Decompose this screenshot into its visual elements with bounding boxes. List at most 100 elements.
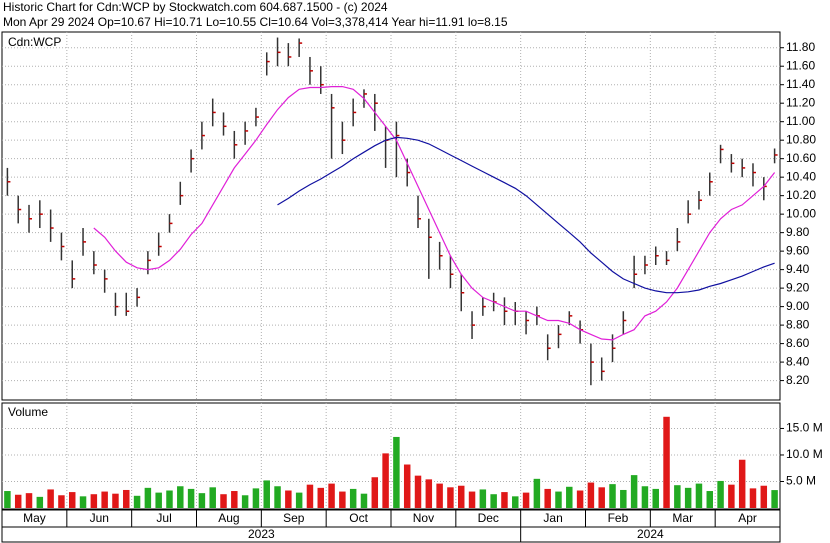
y2-tick-label: 10.0 M <box>786 447 823 461</box>
volume-bar <box>187 488 195 508</box>
volume-bar <box>414 475 422 508</box>
volume-bar <box>166 490 173 508</box>
volume-bar <box>382 453 389 508</box>
volume-bar <box>177 486 184 508</box>
volume-bar <box>749 488 757 508</box>
moving-average <box>277 136 775 294</box>
volume-bar <box>587 482 595 508</box>
y-tick-label: 9.20 <box>786 280 810 294</box>
volume-bar <box>112 493 119 508</box>
volume-bar <box>512 496 519 508</box>
volume-bar <box>90 494 98 508</box>
volume-bar <box>79 496 87 508</box>
volume-bar <box>47 489 54 508</box>
volume-bar <box>144 487 152 508</box>
volume-bar <box>252 488 260 508</box>
volume-bar <box>695 483 703 508</box>
year-label: 2024 <box>637 527 664 541</box>
volume-bar <box>609 484 616 508</box>
volume-bar <box>198 493 206 508</box>
volume-bar <box>133 495 141 508</box>
volume-bar <box>349 488 357 508</box>
volume-bar <box>544 488 551 508</box>
volume-bar <box>241 495 249 508</box>
y2-tick-label: 15.0 M <box>786 421 823 435</box>
y-tick-label: 10.00 <box>786 206 816 220</box>
volume-bar <box>663 416 670 508</box>
volume-bar <box>674 485 681 508</box>
y-tick-label: 8.80 <box>786 317 810 331</box>
volume-bar <box>468 491 476 508</box>
volume-bar <box>738 459 746 508</box>
volume-bar <box>652 488 659 508</box>
y2-tick-label: 5.0 M <box>786 474 816 488</box>
volume-bar <box>123 489 130 508</box>
y-tick-label: 10.20 <box>786 188 816 202</box>
volume-bar <box>317 487 325 508</box>
y-tick-label: 10.40 <box>786 169 816 183</box>
y-tick-label: 11.40 <box>786 77 815 91</box>
y-tick-label: 9.60 <box>786 243 810 257</box>
volume-bar <box>295 492 303 508</box>
volume-bar <box>360 493 368 508</box>
y-tick-label: 11.20 <box>786 95 815 109</box>
month-label: May <box>23 511 46 525</box>
month-label: Jan <box>543 511 562 525</box>
y-tick-label: 11.60 <box>786 58 815 72</box>
chart-title: Historic Chart for Cdn:WCP by Stockwatch… <box>3 0 388 14</box>
volume-bar <box>436 483 443 508</box>
volume-bar <box>274 486 281 508</box>
month-label: Jun <box>90 511 109 525</box>
y-tick-label: 11.80 <box>786 40 815 54</box>
volume-bar <box>522 492 530 508</box>
volume-bar <box>457 485 465 508</box>
y-tick-label: 9.00 <box>786 299 810 313</box>
volume-bar <box>576 490 584 508</box>
month-label: Dec <box>478 511 499 525</box>
volume-bar <box>231 491 238 508</box>
volume-bar <box>155 492 162 508</box>
month-label: Nov <box>413 511 434 525</box>
volume-bar <box>771 490 778 508</box>
volume-bar <box>25 493 33 508</box>
volume-bar <box>339 491 346 508</box>
y-tick-label: 10.80 <box>786 132 816 146</box>
volume-bar <box>620 489 627 508</box>
volume-bar <box>58 495 65 508</box>
volume-bar <box>4 491 11 508</box>
volume-bar <box>555 491 562 508</box>
volume-bar <box>68 492 76 508</box>
volume-bar <box>566 486 573 508</box>
volume-bar <box>328 483 335 508</box>
volume-bar <box>717 480 724 508</box>
volume-bar <box>285 490 292 508</box>
y-tick-label: 11.00 <box>786 114 815 128</box>
volume-bar <box>306 484 314 508</box>
month-label: Apr <box>738 511 757 525</box>
volume-bar <box>684 487 692 508</box>
volume-bar <box>209 487 216 508</box>
y-tick-label: 8.20 <box>786 373 810 387</box>
volume-bar <box>447 487 454 508</box>
volume-bar <box>101 491 108 508</box>
symbol-label: Cdn:WCP <box>8 35 61 49</box>
volume-bar <box>14 494 22 508</box>
y-tick-label: 10.60 <box>786 151 816 165</box>
moving-average <box>93 86 776 341</box>
volume-bar <box>490 494 497 508</box>
volume-bar <box>425 479 433 508</box>
volume-bar <box>263 480 270 508</box>
volume-bar <box>533 478 541 508</box>
month-label: Sep <box>283 511 305 525</box>
volume-bar <box>630 475 638 508</box>
volume-bar <box>393 436 400 508</box>
month-label: Aug <box>218 511 239 525</box>
volume-bar <box>728 484 735 508</box>
volume-bar <box>479 489 487 508</box>
volume-bar <box>501 492 508 508</box>
chart-subtitle: Mon Apr 29 2024 Op=10.67 Hi=10.71 Lo=10.… <box>3 15 508 29</box>
year-label: 2023 <box>248 527 275 541</box>
month-label: Mar <box>672 511 693 525</box>
